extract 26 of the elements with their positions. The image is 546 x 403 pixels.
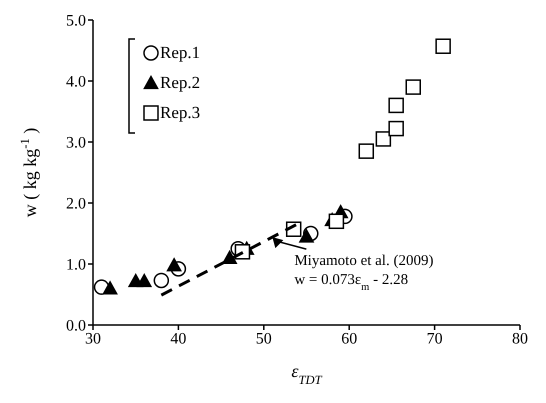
y-tick-label: 4.0 (66, 74, 86, 91)
x-tick-label: 70 (426, 330, 443, 348)
point (166, 258, 182, 272)
legend-label: Rep.3 (160, 103, 200, 123)
x-tick-label: 40 (170, 330, 186, 348)
point (388, 120, 404, 136)
legend-label: Rep.1 (160, 43, 200, 63)
y-tick-label: 5.0 (66, 12, 86, 30)
point (102, 280, 118, 294)
x-tick-label: 30 (85, 330, 101, 348)
point (358, 143, 374, 159)
y-tick-label: 3.0 (66, 134, 86, 152)
point (299, 229, 314, 243)
x-tick-label: 80 (512, 330, 528, 348)
x-tick-label: 60 (341, 330, 358, 348)
point (388, 98, 404, 114)
y-tick-label: 2.0 (66, 196, 86, 213)
x-tick-label: 50 (256, 330, 272, 348)
point (435, 38, 451, 54)
x-axis-title: ε$_{TDT}$ (291, 361, 323, 387)
point (136, 274, 152, 288)
annotation: Miyamoto et al. (2009) w = 0.073ε$_{m}$ - 2.28 (294, 253, 434, 293)
point (328, 214, 344, 230)
y-tick-label: 0.0 (66, 318, 86, 335)
legend-label: Rep.2 (160, 73, 200, 93)
y-tick-label: 1.0 (66, 256, 86, 274)
